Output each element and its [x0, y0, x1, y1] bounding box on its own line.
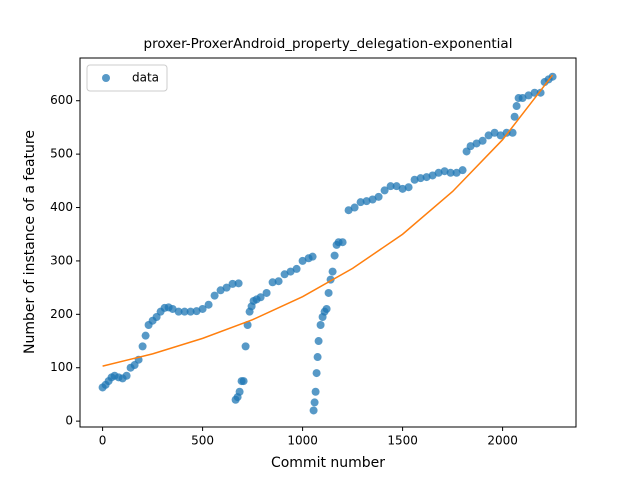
y-tick-label: 100 — [50, 360, 73, 374]
data-point — [122, 371, 131, 380]
y-tick-label: 500 — [50, 147, 73, 161]
data-point — [404, 183, 413, 192]
data-point — [392, 182, 401, 191]
data-point — [309, 406, 318, 415]
data-point — [313, 353, 322, 362]
data-point — [496, 131, 505, 140]
data-point — [174, 307, 183, 316]
data-point — [330, 251, 339, 260]
data-point — [141, 331, 150, 340]
data-point — [316, 321, 325, 330]
y-tick-label: 200 — [50, 307, 73, 321]
data-point — [186, 307, 195, 316]
x-tick-label: 1500 — [387, 434, 418, 448]
data-point — [138, 342, 147, 351]
data-point — [241, 342, 250, 351]
y-axis-label: Number of instance of a feature — [22, 130, 38, 354]
data-point — [204, 300, 213, 309]
data-point — [536, 88, 545, 97]
data-point — [298, 256, 307, 265]
y-tick-label: 300 — [50, 253, 73, 267]
data-point — [416, 174, 425, 183]
x-tick-label: 0 — [99, 434, 107, 448]
fit-line — [102, 74, 554, 367]
data-point — [478, 136, 487, 145]
data-point — [292, 264, 301, 273]
x-tick-label: 1000 — [287, 434, 318, 448]
data-point — [168, 304, 177, 313]
data-point — [222, 283, 231, 292]
y-tick-label: 600 — [50, 93, 73, 107]
data-point — [192, 307, 201, 316]
data-point — [510, 112, 519, 121]
data-point — [268, 278, 277, 287]
data-point — [234, 279, 243, 288]
y-tick-label: 400 — [50, 200, 73, 214]
data-point — [380, 186, 389, 195]
data-point — [308, 252, 317, 261]
data-point — [422, 173, 431, 182]
data-point — [434, 168, 443, 177]
data-point — [428, 171, 437, 180]
axes-frame — [79, 57, 577, 428]
x-axis-label: Commit number — [271, 455, 385, 471]
data-point — [286, 267, 295, 276]
data-point — [322, 304, 331, 313]
data-point — [312, 369, 321, 378]
data-point — [490, 128, 499, 137]
chart-title: proxer-ProxerAndroid_property_delegation… — [144, 36, 513, 52]
data-point — [338, 238, 347, 247]
data-point — [446, 168, 455, 177]
data-point — [508, 128, 517, 137]
data-point — [311, 387, 320, 396]
data-point — [256, 293, 265, 302]
legend-label: data — [132, 71, 159, 85]
data-point — [239, 377, 248, 386]
x-tick-label: 2000 — [487, 434, 518, 448]
data-point — [216, 286, 225, 295]
data-point — [274, 277, 283, 286]
y-tick-label: 0 — [65, 414, 73, 428]
data-point — [458, 166, 467, 175]
data-point — [398, 184, 407, 193]
data-point — [324, 288, 333, 297]
data-point — [466, 142, 475, 151]
data-point — [386, 182, 395, 191]
legend-marker — [102, 74, 110, 82]
data-point — [235, 387, 244, 396]
data-point — [518, 94, 527, 103]
x-tick-label: 500 — [191, 434, 214, 448]
data-point — [310, 398, 319, 407]
data-point — [356, 198, 365, 207]
data-point — [198, 304, 207, 313]
data-point — [368, 195, 377, 204]
data-point — [512, 102, 521, 111]
data-point — [314, 337, 323, 346]
data-point — [228, 279, 237, 288]
data-point — [472, 139, 481, 148]
data-point — [344, 206, 353, 215]
data-point — [180, 307, 189, 316]
data-point — [328, 267, 337, 276]
data-point — [280, 270, 289, 279]
data-point — [452, 168, 461, 177]
data-point — [210, 291, 219, 300]
data-point — [350, 203, 359, 212]
data-point — [262, 288, 271, 297]
legend-box — [86, 64, 168, 92]
data-point — [374, 192, 383, 201]
data-point — [362, 197, 371, 206]
data-point — [524, 91, 533, 100]
data-point — [484, 131, 493, 140]
data-point — [440, 167, 449, 176]
data-point — [410, 175, 419, 184]
